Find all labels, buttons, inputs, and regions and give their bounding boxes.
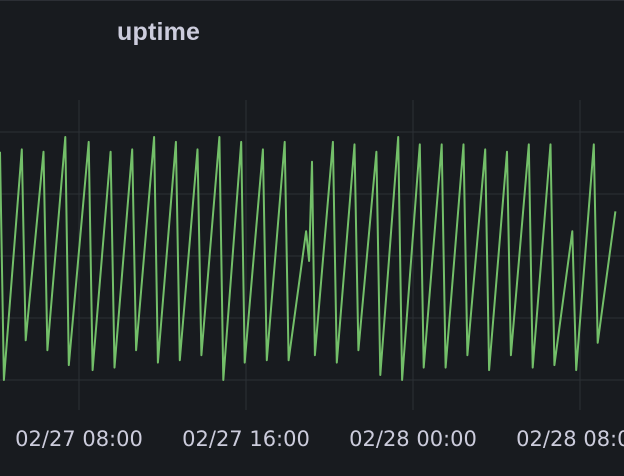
series-line-uptime[interactable]	[0, 136, 617, 381]
panel-title[interactable]: uptime	[117, 18, 201, 46]
x-tick-label: 02/27 16:00	[182, 427, 310, 451]
x-tick-label: 02/28 08:00	[516, 427, 624, 451]
panel-top-border	[0, 0, 624, 1]
x-tick-label: 02/27 08:00	[15, 427, 143, 451]
series-group	[0, 136, 617, 381]
x-axis-ticks: 02/27 08:00 02/27 16:00 02/28 00:00 02/28 0…	[15, 427, 624, 451]
x-tick-label: 02/28 00:00	[349, 427, 477, 451]
